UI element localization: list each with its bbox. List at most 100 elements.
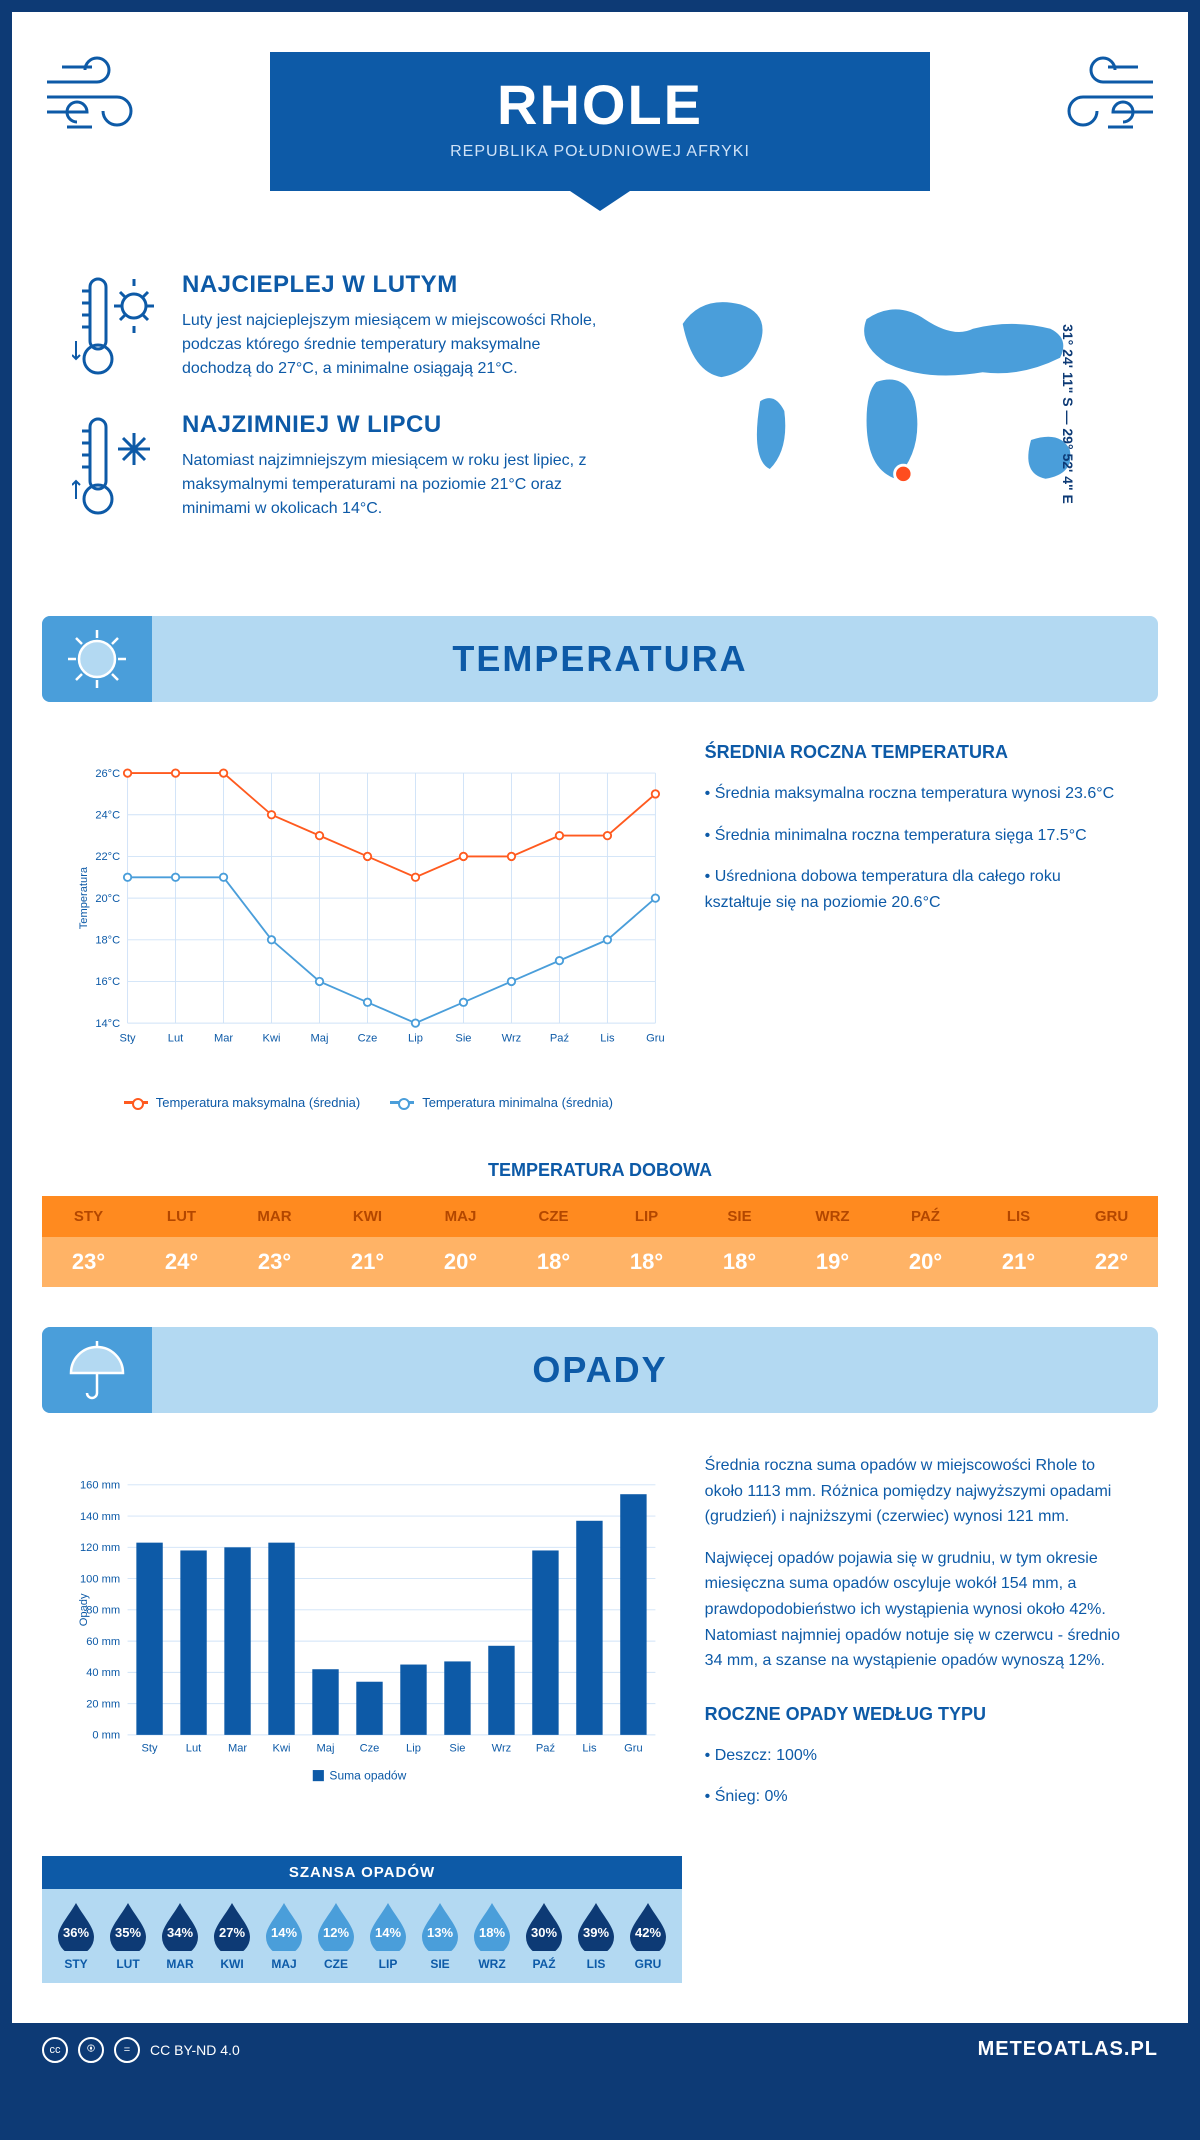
intro-row: NAJCIEPLEJ W LUTYM Luty jest najcieplejs… [12,251,1188,596]
temperature-legend: Temperatura maksymalna (średnia) Temperat… [72,1095,665,1110]
svg-text:16°C: 16°C [95,976,120,988]
svg-text:100 mm: 100 mm [80,1573,120,1585]
svg-text:Mar: Mar [228,1743,247,1755]
svg-text:60 mm: 60 mm [86,1636,120,1648]
chance-drop: 42% GRU [625,1901,671,1971]
daily-value: 23° [228,1237,321,1287]
thermometer-snow-icon [72,411,162,521]
fact-warmest: NAJCIEPLEJ W LUTYM Luty jest najcieplejs… [72,271,604,381]
svg-text:Cze: Cze [358,1033,378,1045]
svg-text:40 mm: 40 mm [86,1667,120,1679]
sun-icon [42,616,152,702]
temperature-body: 14°C16°C18°C20°C22°C24°C26°CStyLutMarKwi… [12,702,1188,1130]
daily-month: MAR [228,1196,321,1237]
fact-cold-title: NAJZIMNIEJ W LIPCU [182,411,604,439]
svg-text:Lut: Lut [186,1743,201,1755]
daily-month: LIP [600,1196,693,1237]
fact-warm-title: NAJCIEPLEJ W LUTYM [182,271,604,299]
legend-item: Temperatura maksymalna (średnia) [124,1095,360,1110]
chance-drop: 35% LUT [105,1901,151,1971]
precip-type-bullet: • Śnieg: 0% [705,1784,1128,1810]
fact-cold-text: Natomiast najzimniejszym miesiącem w rok… [182,449,604,521]
daily-value: 19° [786,1237,879,1287]
precip-type-title: ROCZNE OPADY WEDŁUG TYPU [705,1704,1128,1725]
svg-text:12%: 12% [323,1925,349,1940]
avg-temp-bullet: • Średnia minimalna roczna temperatura s… [705,823,1128,849]
temperature-chart-area: 14°C16°C18°C20°C22°C24°C26°CStyLutMarKwi… [72,742,665,1110]
svg-text:30%: 30% [531,1925,557,1940]
svg-text:Wrz: Wrz [492,1743,512,1755]
svg-text:Lip: Lip [408,1033,423,1045]
chance-drop: 12% CZE [313,1901,359,1971]
daily-month: GRU [1065,1196,1158,1237]
temperature-side-text: ŚREDNIA ROCZNA TEMPERATURA • Średnia mak… [705,742,1128,1110]
svg-text:14%: 14% [375,1925,401,1940]
chance-drop: 34% MAR [157,1901,203,1971]
precip-p2: Najwięcej opadów pojawia się w grudniu, … [705,1546,1128,1674]
svg-text:39%: 39% [583,1925,609,1940]
svg-text:Maj: Maj [311,1033,329,1045]
chance-drop: 14% LIP [365,1901,411,1971]
precip-p1: Średnia roczna suma opadów w miejscowośc… [705,1453,1128,1530]
svg-text:Kwi: Kwi [263,1033,281,1045]
svg-text:Lis: Lis [582,1743,597,1755]
svg-text:Lis: Lis [600,1033,615,1045]
section-header-temperature: TEMPERATURA [42,616,1158,702]
svg-text:Wrz: Wrz [502,1033,522,1045]
svg-text:18%: 18% [479,1925,505,1940]
daily-value: 20° [879,1237,972,1287]
chance-drop: 13% SIE [417,1901,463,1971]
map-column: 31° 24' 11" S — 29° 52' 4" E [644,271,1128,556]
thermometer-sun-icon [72,271,162,381]
svg-text:Paź: Paź [536,1743,555,1755]
page-subtitle: REPUBLIKA POŁUDNIOWEJ AFRYKI [450,143,750,161]
header: RHOLE REPUBLIKA POŁUDNIOWEJ AFRYKI [12,12,1188,251]
license-text: CC BY-ND 4.0 [150,2042,240,2058]
footer-site: METEOATLAS.PL [978,2038,1158,2061]
temperature-line-chart: 14°C16°C18°C20°C22°C24°C26°CStyLutMarKwi… [72,742,665,1082]
svg-text:14%: 14% [271,1925,297,1940]
svg-text:Paź: Paź [550,1033,569,1045]
fact-coldest: NAJZIMNIEJ W LIPCU Natomiast najzimniejs… [72,411,604,521]
cc-icon: cc [42,2037,68,2063]
daily-value: 18° [693,1237,786,1287]
svg-text:35%: 35% [115,1925,141,1940]
svg-text:Sty: Sty [120,1033,136,1045]
daily-value: 18° [600,1237,693,1287]
precip-chance-title: SZANSA OPADÓW [42,1856,682,1889]
svg-text:120 mm: 120 mm [80,1542,120,1554]
daily-temp-title: TEMPERATURA DOBOWA [12,1160,1188,1181]
daily-month: LIS [972,1196,1065,1237]
daily-temp-table: STYLUTMARKWIMAJCZELIPSIEWRZPAŹLISGRU23°2… [42,1196,1158,1287]
svg-text:22°C: 22°C [95,851,120,863]
precip-type-bullet: • Deszcz: 100% [705,1743,1128,1769]
svg-text:Lut: Lut [168,1033,183,1045]
legend-item: Temperatura minimalna (średnia) [390,1095,613,1110]
footer: cc 🅯 = CC BY-ND 4.0 METEOATLAS.PL [12,2023,1188,2077]
precipitation-chart-area: 0 mm 20 mm 40 mm 60 mm 80 mm 100 mm 120 mm 140 … [72,1453,665,1826]
umbrella-icon [42,1327,152,1413]
daily-value: 24° [135,1237,228,1287]
daily-month: SIE [693,1196,786,1237]
svg-text:Sty: Sty [142,1743,158,1755]
svg-text:Gru: Gru [646,1033,665,1045]
temperature-heading: TEMPERATURA [42,638,1158,680]
svg-text:42%: 42% [635,1925,661,1940]
daily-month: CZE [507,1196,600,1237]
by-icon: 🅯 [78,2037,104,2063]
avg-temp-bullet: • Uśredniona dobowa temperatura dla całe… [705,864,1128,915]
chance-drop: 36% STY [53,1901,99,1971]
svg-text:80 mm: 80 mm [86,1605,120,1617]
svg-text:Lip: Lip [406,1743,421,1755]
title-banner: RHOLE REPUBLIKA POŁUDNIOWEJ AFRYKI [270,52,930,191]
chance-drop: 39% LIS [573,1901,619,1971]
svg-text:Gru: Gru [624,1743,643,1755]
svg-text:Maj: Maj [317,1743,335,1755]
svg-text:Sie: Sie [449,1743,465,1755]
svg-text:0 mm: 0 mm [92,1730,120,1742]
svg-text:140 mm: 140 mm [80,1511,120,1523]
chance-drop: 30% PAŹ [521,1901,567,1971]
svg-text:20 mm: 20 mm [86,1698,120,1710]
wind-icon [1038,42,1158,142]
svg-text:160 mm: 160 mm [80,1480,120,1492]
